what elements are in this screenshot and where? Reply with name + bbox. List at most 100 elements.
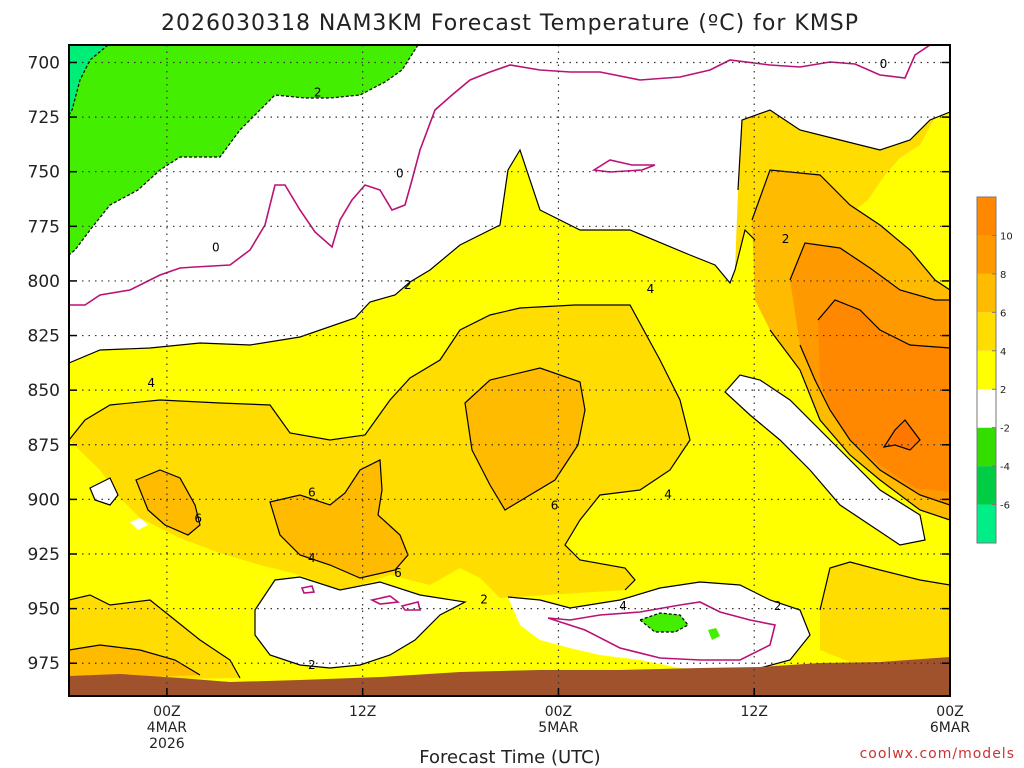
fill-white-bottom-left: [255, 577, 465, 668]
y-tick-label: 925: [28, 545, 60, 565]
y-tick-label: 725: [28, 108, 60, 128]
colorbar-swatch: [977, 273, 996, 313]
contour-label: 4: [664, 488, 672, 502]
contour-right-lower: [799, 344, 950, 506]
contour-white-small: [89, 477, 119, 506]
fill-12-plus-spot: [884, 420, 920, 450]
credit-text: coolwx.com/models: [860, 746, 1015, 762]
y-tick-label: 950: [28, 600, 60, 620]
colorbar-tick-label: 4: [1000, 347, 1006, 358]
plot-frame: [68, 44, 951, 697]
contour-label: 6: [308, 485, 316, 499]
y-tick-label: 700: [28, 53, 60, 73]
contour-label: 0: [396, 166, 404, 180]
fill-green-topleft: [69, 45, 418, 255]
colorbar-tick-label: 2: [1000, 385, 1006, 396]
colorbar-tick-label: -4: [1000, 462, 1010, 473]
contour-label: 2: [404, 278, 412, 292]
isotherm-0-small1: [300, 585, 316, 594]
y-tick-label: 975: [28, 654, 60, 674]
fill-white-small-left2: [130, 518, 148, 530]
x-tick-label: 6MAR: [930, 720, 971, 736]
x-tick-label: 00Z: [936, 704, 963, 720]
y-tick-label: 825: [28, 327, 60, 347]
contour-label: 2: [782, 232, 790, 246]
contour-2-bottom-left: [254, 576, 467, 669]
fill-4-6-bottom-right: [820, 562, 950, 662]
contour-label: 6: [394, 566, 402, 580]
colorbar-frame: [976, 196, 997, 544]
fill-6-8-center: [465, 368, 585, 510]
contour-4-main: [69, 304, 691, 591]
x-tick-label: 4MAR: [147, 720, 188, 736]
contour-green-spot: [638, 612, 689, 633]
colorbar-tick-label: 6: [1000, 308, 1006, 319]
contour-6-mid: [269, 459, 409, 579]
chart-title: 2026030318 NAM3KM Forecast Temperature (…: [161, 11, 859, 36]
contour-right-lower2: [769, 329, 950, 521]
contour-2-main: [69, 148, 756, 364]
fill-6-8-mid: [270, 460, 408, 578]
colorbar-swatch: [977, 389, 996, 428]
colorbar-swatch: [977, 466, 996, 505]
contour-8-right: [817, 299, 950, 349]
fill-green-corner: [69, 45, 108, 115]
zero-isotherms: [69, 45, 931, 661]
plot-area: 200202448666424462422: [69, 45, 966, 696]
terrain-below-ground: [69, 657, 950, 696]
contour-6-left: [135, 469, 201, 536]
contour-label: 4: [147, 376, 155, 390]
y-tick-label: 750: [28, 163, 60, 183]
colorbar-swatch: [977, 197, 996, 236]
colorbar-tick-label: -2: [1000, 424, 1010, 435]
contour-label: 4: [619, 599, 627, 613]
contour-6-center: [464, 367, 586, 511]
y-tick-label: 775: [28, 217, 60, 237]
colorbar-swatch: [977, 350, 996, 390]
colorbar-swatch: [977, 312, 996, 351]
contour-label: 2: [314, 86, 322, 100]
isotherm-0-small3: [400, 601, 422, 611]
y-tick-label: 900: [28, 490, 60, 510]
colorbar-tick-label: 10: [1000, 231, 1013, 242]
contour-label: 4: [647, 282, 655, 296]
contour-4-bottom-right: [819, 561, 950, 611]
contour-label: 8: [958, 295, 966, 309]
contour-label: 0: [212, 241, 220, 255]
x-axis-label: Forecast Time (UTC): [419, 747, 600, 768]
contour-label: 2: [774, 599, 782, 613]
contour-labels: 200202448666424462422: [147, 57, 966, 672]
x-tick-label: 00Z: [153, 704, 180, 720]
contour-label: 4: [308, 551, 316, 565]
contour-2-right: [737, 109, 950, 191]
colorbar-swatch: [977, 504, 996, 543]
contour-6-dashed: [69, 45, 109, 116]
colorbar-swatch: [977, 427, 996, 467]
isotherm-0-main: [69, 45, 931, 306]
contour-2-right-notch: [724, 374, 926, 546]
y-tick-label: 850: [28, 381, 60, 401]
colorbar-swatch: [977, 235, 996, 274]
contour-2-bottom-right: [507, 581, 811, 669]
isotherm-0-bottom: [547, 601, 776, 661]
colorbar: -6 -4 -2 2 4 6 8 10: [976, 196, 1013, 544]
contour-label: 6: [551, 498, 559, 512]
contour-4-bottom-left: [69, 594, 241, 679]
fill-white-right: [725, 375, 925, 545]
fill-6-8-bottom-left: [69, 645, 200, 680]
contour-label: 2: [480, 592, 488, 606]
y-tick-label: 800: [28, 272, 60, 292]
x-tick-label: 2026: [149, 736, 185, 752]
x-tick-label: 5MAR: [538, 720, 579, 736]
x-tick-label: 12Z: [741, 704, 768, 720]
fill-10-12-right: [818, 300, 950, 492]
fill-green-spot-1: [640, 613, 688, 632]
y-axis: 700 725 750 775 800 825 850 875 900 925 950 975: [28, 53, 950, 674]
contour-6-right: [789, 242, 950, 301]
colorbar-tick-label: 8: [1000, 270, 1006, 281]
colorbar-tick-label: -6: [1000, 501, 1010, 512]
contour-lines: [69, 45, 950, 679]
grid-lines: [69, 45, 950, 696]
